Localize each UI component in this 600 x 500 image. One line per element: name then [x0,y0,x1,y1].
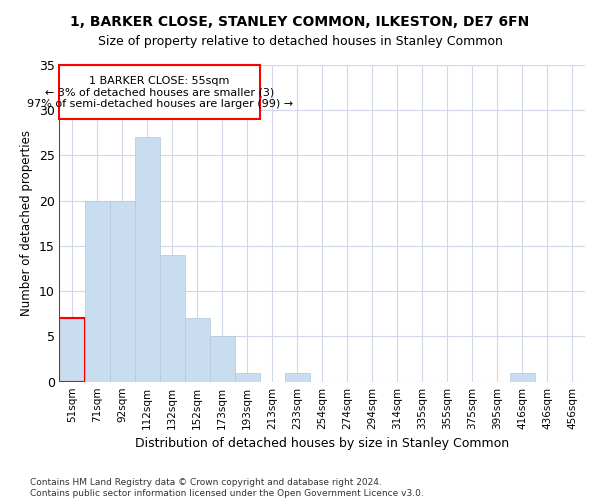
Bar [285,372,310,382]
Bar [85,200,110,382]
Text: Contains HM Land Registry data © Crown copyright and database right 2024.
Contai: Contains HM Land Registry data © Crown c… [30,478,424,498]
Bar [510,372,535,382]
X-axis label: Distribution of detached houses by size in Stanley Common: Distribution of detached houses by size … [135,437,509,450]
Bar [209,336,235,382]
Y-axis label: Number of detached properties: Number of detached properties [20,130,33,316]
Bar [160,255,185,382]
Bar [185,318,209,382]
Bar [59,318,85,382]
Text: Size of property relative to detached houses in Stanley Common: Size of property relative to detached ho… [98,35,502,48]
Text: 1, BARKER CLOSE, STANLEY COMMON, ILKESTON, DE7 6FN: 1, BARKER CLOSE, STANLEY COMMON, ILKESTO… [70,15,530,29]
Bar [134,138,160,382]
Text: 1 BARKER CLOSE: 55sqm
← 3% of detached houses are smaller (3)
97% of semi-detach: 1 BARKER CLOSE: 55sqm ← 3% of detached h… [26,76,293,108]
Bar [235,372,260,382]
Bar [110,200,134,382]
FancyBboxPatch shape [59,65,260,120]
